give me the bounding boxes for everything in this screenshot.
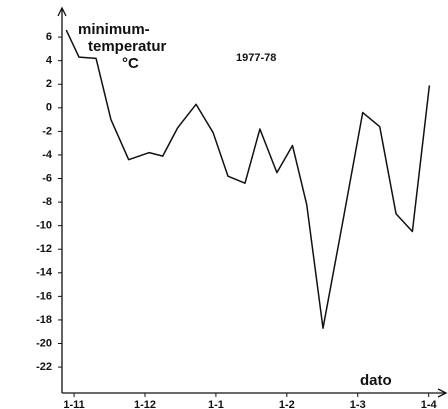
y-tick-label: -4 bbox=[42, 149, 53, 161]
y-tick-label: -6 bbox=[42, 172, 52, 184]
title-line: °C bbox=[122, 55, 139, 72]
y-tick-label: 2 bbox=[46, 78, 52, 90]
subtitle: 1977-78 bbox=[236, 52, 276, 64]
y-tick-label: 4 bbox=[46, 55, 53, 67]
x-arrow bbox=[437, 388, 448, 398]
y-tick-label: -12 bbox=[36, 243, 52, 255]
y-tick-label: -16 bbox=[36, 290, 52, 302]
x-tick-label: 1-3 bbox=[350, 399, 366, 409]
y-tick-label: -18 bbox=[36, 314, 52, 326]
y-tick-label: 0 bbox=[46, 102, 52, 114]
title-line: minimum- bbox=[78, 21, 150, 38]
y-arrow bbox=[57, 6, 67, 17]
title-line: temperatur bbox=[88, 38, 167, 55]
x-tick-label: 1-1 bbox=[208, 399, 224, 409]
x-axis-label: dato bbox=[360, 372, 392, 389]
y-tick-label: -2 bbox=[42, 125, 52, 137]
x-tick-label: 1-11 bbox=[63, 399, 84, 409]
x-tick-label: 1-2 bbox=[279, 399, 295, 409]
x-tick-label: 1-4 bbox=[421, 399, 438, 409]
y-tick-label: -20 bbox=[36, 337, 52, 349]
y-tick-label: -14 bbox=[36, 267, 53, 279]
y-tick-label: -10 bbox=[36, 220, 52, 232]
y-tick-label: -8 bbox=[42, 196, 52, 208]
x-tick-label: 1-12 bbox=[134, 399, 156, 409]
data-line bbox=[65, 29, 431, 329]
y-tick-label: 6 bbox=[46, 31, 52, 43]
y-tick-label: -22 bbox=[36, 361, 52, 373]
